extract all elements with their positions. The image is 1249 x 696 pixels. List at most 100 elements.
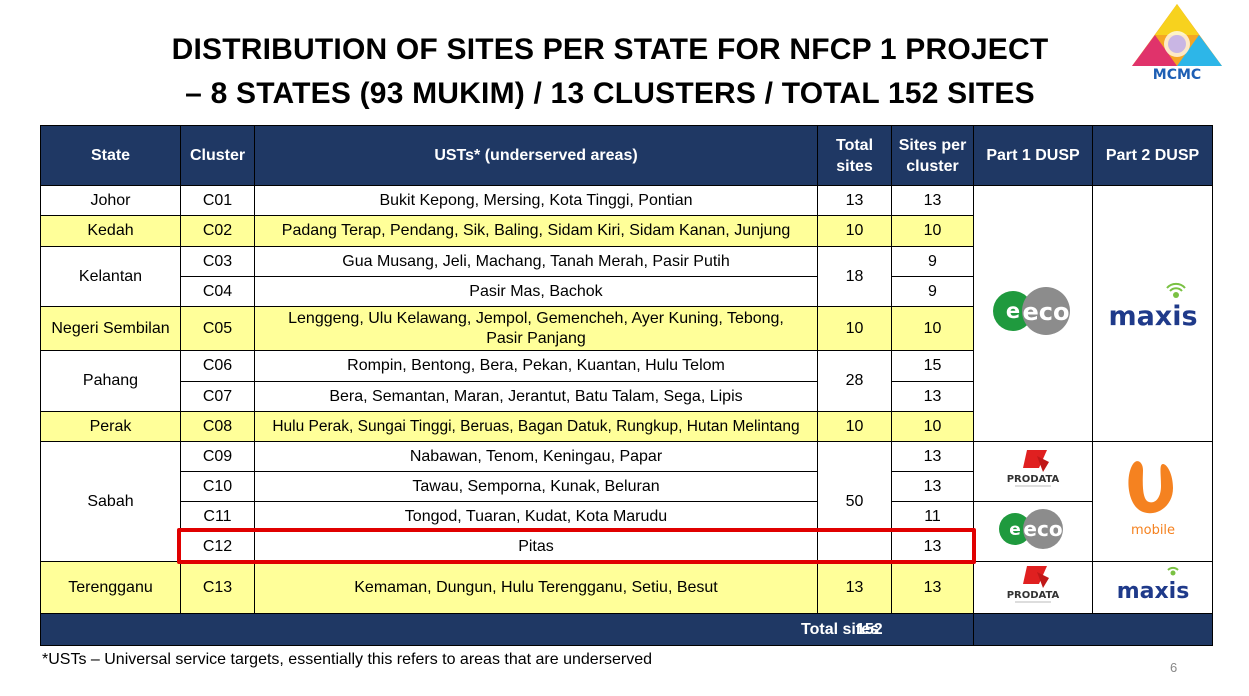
svg-text:maxis: maxis xyxy=(1108,301,1197,332)
cell-usts: Pitas xyxy=(254,531,818,562)
svg-text:MCMC: MCMC xyxy=(1153,67,1201,82)
cell-total: 10 xyxy=(817,411,892,442)
cell-usts: Gua Musang, Jeli, Machang, Tanah Merah, … xyxy=(254,246,818,277)
table-row: C11 Tongod, Tuaran, Kudat, Kota Marudu 1… xyxy=(40,501,1213,562)
prodata-logo: PRODATA xyxy=(1007,450,1060,487)
header-usts: USTs* (underserved areas) xyxy=(254,125,818,186)
eco-logo: e eco xyxy=(993,287,1070,335)
cell-per-cluster: 13 xyxy=(891,381,974,412)
cell-per-cluster: 9 xyxy=(891,276,974,307)
svg-text:e: e xyxy=(1006,299,1020,323)
cell-per-cluster: 13 xyxy=(891,561,974,614)
part1-eco-cell-2: e eco xyxy=(973,501,1093,562)
svg-text:eco: eco xyxy=(1023,517,1062,541)
svg-text:mobile: mobile xyxy=(1130,523,1174,538)
cell-cluster: C11 xyxy=(180,501,255,532)
cell-cluster: C03 xyxy=(180,246,255,277)
header-state: State xyxy=(40,125,181,186)
cell-cluster: C10 xyxy=(180,471,255,502)
cell-cluster: C08 xyxy=(180,411,255,442)
cell-usts: Bukit Kepong, Mersing, Kota Tinggi, Pont… xyxy=(254,185,818,216)
cell-state: Pahang xyxy=(40,350,181,412)
cell-usts: Rompin, Bentong, Bera, Pekan, Kuantan, H… xyxy=(254,350,818,382)
cell-per-cluster: 10 xyxy=(891,215,974,247)
total-row: Total sites 152 xyxy=(40,613,1213,646)
cell-state: Perak xyxy=(40,411,181,442)
cell-cluster: C09 xyxy=(180,441,255,472)
title-line-1: DISTRIBUTION OF SITES PER STATE FOR NFCP… xyxy=(171,33,1049,66)
part2-maxis-cell-2: maxis xyxy=(1092,561,1213,614)
table-row: Johor C01 Bukit Kepong, Mersing, Kota Ti… xyxy=(40,185,1213,442)
maxis-logo: maxis xyxy=(1116,566,1189,604)
svg-text:e: e xyxy=(1009,520,1021,540)
part2-maxis-cell: maxis xyxy=(1092,185,1213,442)
table-row: C04 Pasir Mas, Bachok 9 xyxy=(40,276,1213,307)
header-total-sites: Total sites xyxy=(817,125,892,186)
cell-total: 10 xyxy=(817,306,892,351)
cell-usts: Bera, Semantan, Maran, Jerantut, Batu Ta… xyxy=(254,381,818,412)
table-row: Kelantan C03 Gua Musang, Jeli, Machang, … xyxy=(40,246,1213,307)
mcmc-logo: MCMC xyxy=(1132,4,1222,82)
footnote: *USTs – Universal service targets, essen… xyxy=(42,651,653,668)
cell-state: Terengganu xyxy=(40,561,181,614)
cell-cluster: C02 xyxy=(180,215,255,247)
cell-per-cluster: 15 xyxy=(891,350,974,382)
cell-cluster: C06 xyxy=(180,350,255,382)
page-number: 6 xyxy=(1170,660,1178,675)
header-part2-dusp: Part 2 DUSP xyxy=(1092,125,1213,186)
cell-total: 28 xyxy=(817,350,892,412)
cell-per-cluster: 11 xyxy=(891,501,974,532)
cell-cluster: C05 xyxy=(180,306,255,351)
svg-text:eco: eco xyxy=(1023,298,1070,326)
cell-usts: Lenggeng, Ulu Kelawang, Jempol, Gemenche… xyxy=(254,306,818,351)
total-empty xyxy=(973,613,1213,646)
part1-eco-cell: e eco xyxy=(973,185,1093,442)
header-sites-per-cluster: Sites per cluster xyxy=(891,125,974,186)
cell-cluster: C07 xyxy=(180,381,255,412)
maxis-logo: maxis xyxy=(1108,282,1197,332)
svg-text:PRODATA: PRODATA xyxy=(1007,474,1060,485)
cell-per-cluster: 13 xyxy=(891,531,974,562)
cell-cluster: C01 xyxy=(180,185,255,216)
part1-prodata-cell: PRODATA xyxy=(973,441,1093,502)
cell-total: 10 xyxy=(817,215,892,247)
cell-per-cluster: 13 xyxy=(891,185,974,216)
cell-per-cluster: 10 xyxy=(891,411,974,442)
cell-state: Kedah xyxy=(40,215,181,247)
cell-usts: Nabawan, Tenom, Keningau, Papar xyxy=(254,441,818,472)
page-title: DISTRIBUTION OF SITES PER STATE FOR NFCP… xyxy=(110,28,1110,116)
cell-total: 13 xyxy=(817,561,892,614)
prodata-logo: PRODATA xyxy=(1007,566,1060,603)
svg-text:PRODATA: PRODATA xyxy=(1007,590,1060,601)
cell-state: Sabah xyxy=(40,441,181,562)
cell-usts: Tongod, Tuaran, Kudat, Kota Marudu xyxy=(254,501,818,532)
umobile-logo: mobile xyxy=(1127,461,1175,538)
cell-per-cluster: 13 xyxy=(891,471,974,502)
title-line-2: – 8 STATES (93 MUKIM) / 13 CLUSTERS / TO… xyxy=(185,77,1035,110)
eco-logo: e eco xyxy=(999,509,1063,549)
table-header-row: State Cluster USTs* (underserved areas) … xyxy=(40,125,1213,186)
cell-usts: Kemaman, Dungun, Hulu Terengganu, Setiu,… xyxy=(254,561,818,614)
cell-total: 18 xyxy=(817,246,892,307)
part2-umobile-cell: mobile xyxy=(1092,441,1213,562)
svg-text:maxis: maxis xyxy=(1116,579,1189,604)
total-value: 152 xyxy=(856,613,974,646)
cell-usts: Tawau, Semporna, Kunak, Beluran xyxy=(254,471,818,502)
cell-state: Kelantan xyxy=(40,246,181,307)
cell-per-cluster: 10 xyxy=(891,306,974,351)
header-cluster: Cluster xyxy=(180,125,255,186)
cell-total: 13 xyxy=(817,185,892,216)
cell-cluster: C12 xyxy=(180,531,255,562)
table-row: Terengganu C13 Kemaman, Dungun, Hulu Ter… xyxy=(40,561,1213,614)
cell-state: Johor xyxy=(40,185,181,216)
cell-per-cluster: 13 xyxy=(891,441,974,472)
cell-usts: Pasir Mas, Bachok xyxy=(254,276,818,307)
cell-usts: Hulu Perak, Sungai Tinggi, Beruas, Bagan… xyxy=(254,411,818,442)
cell-total: 50 xyxy=(817,441,892,562)
part1-prodata-cell-2: PRODATA xyxy=(973,561,1093,614)
cell-cluster: C13 xyxy=(180,561,255,614)
cell-usts: Padang Terap, Pendang, Sik, Baling, Sida… xyxy=(254,215,818,247)
header-part1-dusp: Part 1 DUSP xyxy=(973,125,1093,186)
cell-cluster: C04 xyxy=(180,276,255,307)
sites-table: State Cluster USTs* (underserved areas) … xyxy=(40,125,1213,646)
